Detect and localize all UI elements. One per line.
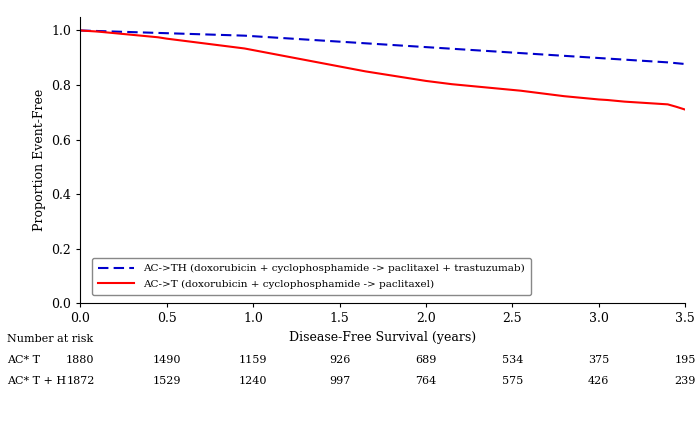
Text: 764: 764 xyxy=(415,376,436,386)
Text: 1880: 1880 xyxy=(66,355,94,365)
Text: 534: 534 xyxy=(502,355,523,365)
Y-axis label: Proportion Event-Free: Proportion Event-Free xyxy=(33,89,46,231)
Text: 1872: 1872 xyxy=(66,376,94,386)
Legend: AC->TH (doxorubicin + cyclophosphamide -> paclitaxel + trastuzumab), AC->T (doxo: AC->TH (doxorubicin + cyclophosphamide -… xyxy=(92,258,531,295)
Text: 575: 575 xyxy=(502,376,523,386)
Text: 1240: 1240 xyxy=(239,376,268,386)
Text: 926: 926 xyxy=(329,355,350,365)
Text: 997: 997 xyxy=(329,376,350,386)
Text: AC* T + H: AC* T + H xyxy=(7,376,66,386)
Text: 1490: 1490 xyxy=(152,355,181,365)
Text: 1159: 1159 xyxy=(239,355,268,365)
Text: AC* T: AC* T xyxy=(7,355,40,365)
Text: 689: 689 xyxy=(415,355,437,365)
Text: 375: 375 xyxy=(588,355,610,365)
Text: 1529: 1529 xyxy=(152,376,181,386)
X-axis label: Disease-Free Survival (years): Disease-Free Survival (years) xyxy=(289,331,476,344)
Text: 426: 426 xyxy=(588,376,610,386)
Text: Number at risk: Number at risk xyxy=(7,334,93,344)
Text: 239: 239 xyxy=(675,376,696,386)
Text: 195: 195 xyxy=(675,355,696,365)
